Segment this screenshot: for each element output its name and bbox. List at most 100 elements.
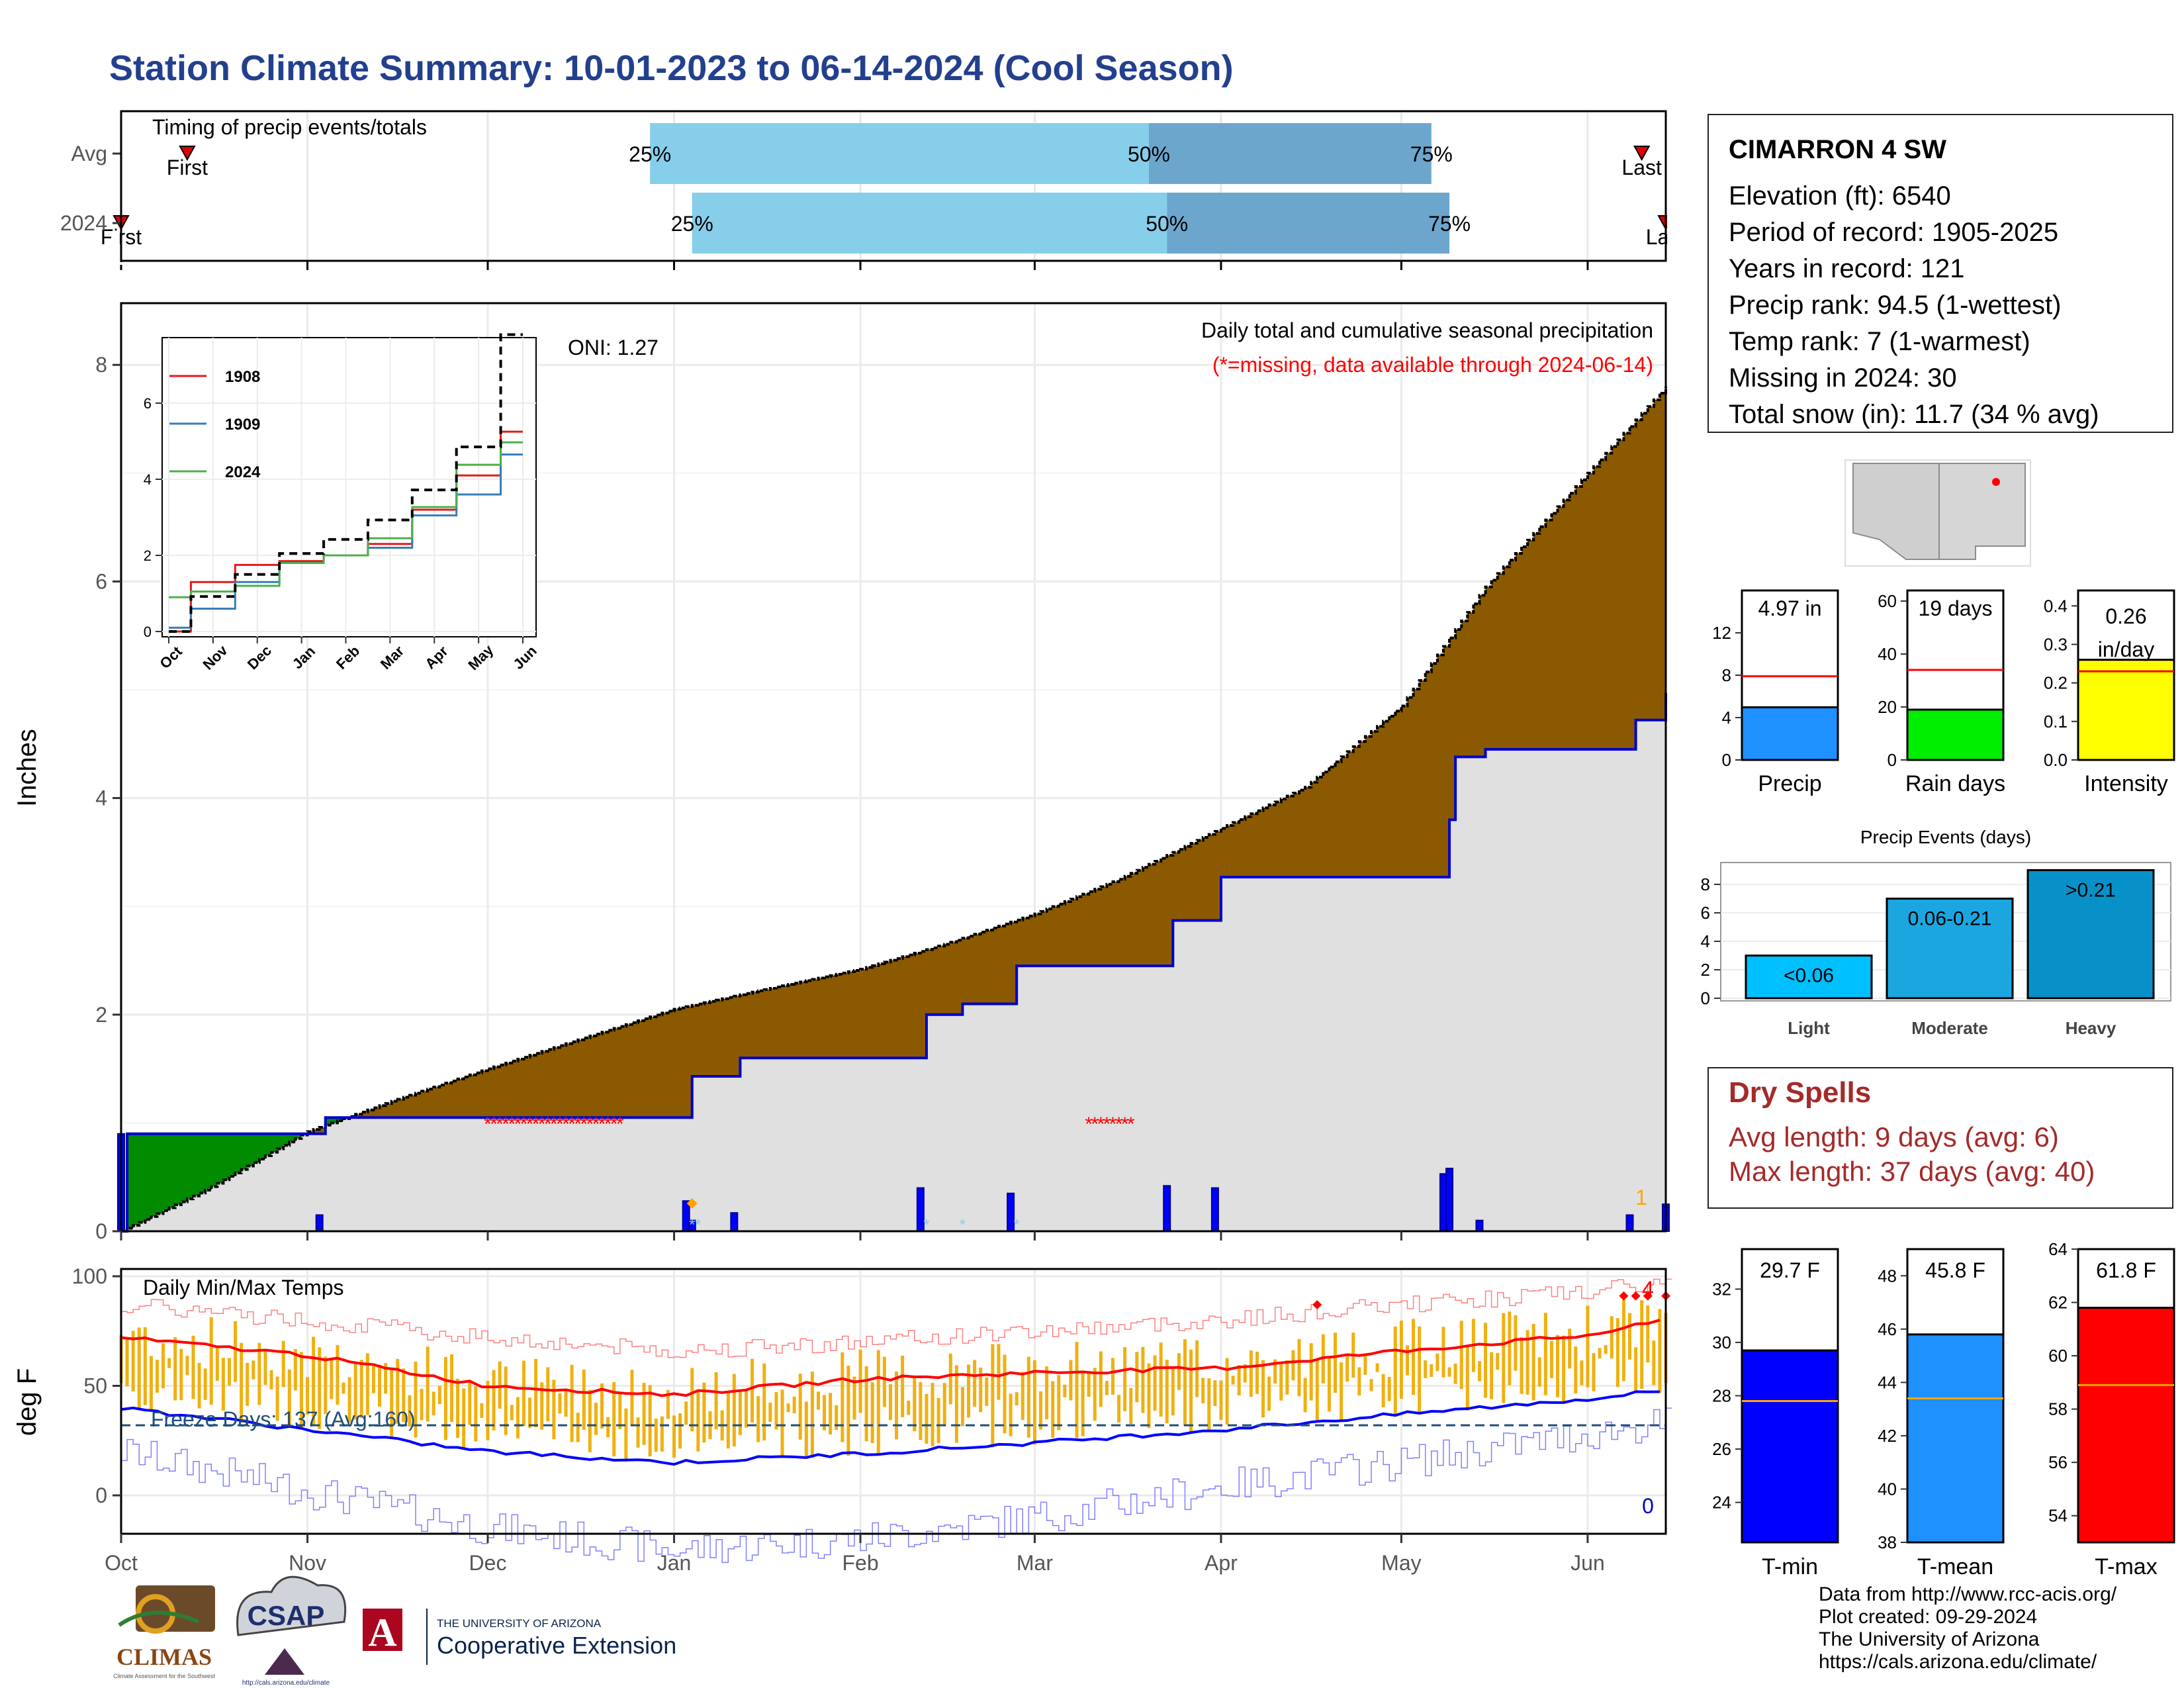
missing-marker: * (538, 1113, 546, 1135)
daily-temp-bar (660, 1416, 664, 1452)
missing-marker: * (1085, 1113, 1093, 1135)
station-period: Period of record: 1905-2025 (1729, 218, 2059, 247)
timing-pct-label: 75% (1410, 142, 1453, 166)
month-axis: Oct Nov Dec Jan Feb Mar Apr May Jun (105, 1231, 1605, 1575)
footer-line: Plot created: 09-29-2024 (1819, 1606, 2038, 1628)
timing-mask (111, 232, 120, 258)
temp-bar-ytick-label: 44 (1878, 1372, 1897, 1392)
daily-temp-bar (624, 1408, 628, 1462)
station-temp-rank: Temp rank: 7 (1-warmest) (1729, 327, 2030, 356)
daily-temp-bar (654, 1419, 658, 1452)
inset-ytick-label: 6 (144, 395, 152, 412)
missing-marker: * (586, 1113, 594, 1135)
csap-logo-text: CSAP (248, 1600, 325, 1631)
daily-temp-bar (919, 1382, 923, 1440)
daily-temp-bar (347, 1377, 351, 1423)
freeze-count-label: 0 (1642, 1494, 1654, 1518)
daily-temp-bar (1465, 1347, 1469, 1411)
missing-marker: * (574, 1113, 582, 1135)
daily-temp-bar (588, 1389, 592, 1452)
daily-precip-bar (1475, 1219, 1484, 1233)
daily-precip-bar (1163, 1185, 1171, 1232)
daily-temp-bar (714, 1372, 718, 1430)
missing-marker: * (1103, 1113, 1111, 1135)
daily-temp-bar (215, 1347, 219, 1381)
temp-bar-ytick-label: 40 (1878, 1479, 1897, 1499)
temp-ytick-label: 0 (95, 1483, 107, 1507)
daily-temp-bar (1165, 1360, 1169, 1424)
missing-marker: * (1121, 1113, 1129, 1135)
summary-bar-ytick-label: 0 (1888, 750, 1897, 770)
summary-bar-value-label: 19 days (1918, 596, 1992, 620)
events-category-label: Heavy (2066, 1018, 2116, 1038)
daily-temp-bar (888, 1383, 892, 1421)
temp-panel: 0 50 100 deg F Daily Min/Max Temps Freeze Day… (13, 1264, 1672, 1564)
daily-temp-bar (1213, 1380, 1217, 1407)
daily-temp-bar (1549, 1340, 1553, 1378)
snow-marker: * (1014, 1216, 1020, 1234)
daily-temp-bar (257, 1342, 261, 1405)
daily-temp-bar (798, 1374, 802, 1440)
daily-temp-bar (1418, 1326, 1422, 1414)
timing-mask (1667, 111, 1694, 262)
missing-marker: * (610, 1113, 618, 1135)
daily-temp-bar (1243, 1364, 1247, 1383)
temp-ytick-label: 100 (72, 1264, 107, 1288)
daily-temp-bar (287, 1369, 291, 1429)
daily-temp-bar (540, 1382, 544, 1430)
precip-ytick-label: 8 (95, 353, 107, 377)
summary-bar-rain-days (1906, 708, 2005, 761)
daily-temp-bar (516, 1397, 520, 1439)
daily-temp-bar (907, 1400, 911, 1415)
daily-temp-bar (582, 1369, 586, 1430)
daily-temp-bar (528, 1397, 532, 1429)
daily-temp-bar (1261, 1360, 1265, 1418)
daily-temp-bar (312, 1336, 316, 1427)
daily-temp-bar (240, 1342, 244, 1423)
daily-temp-bar (161, 1343, 165, 1389)
daily-temp-bar (1345, 1354, 1349, 1382)
daily-temp-bar (852, 1376, 856, 1420)
timing-pct-label: 50% (1128, 142, 1170, 166)
daily-precip-bar (730, 1212, 739, 1232)
events-ytick-label: 4 (1701, 931, 1710, 951)
daily-temp-bar (600, 1383, 604, 1429)
daily-temp-bar (384, 1363, 388, 1394)
inset-ytick-label: 0 (144, 624, 152, 640)
climas-logo-block (136, 1585, 215, 1632)
daily-temp-bar (1099, 1351, 1103, 1407)
daily-temp-bar (336, 1344, 340, 1405)
daily-temp-bar (498, 1361, 502, 1409)
temp-bar-ytick-label: 62 (2048, 1293, 2068, 1313)
summary-bar-ytick-label: 60 (1878, 591, 1897, 611)
daily-temp-bar (648, 1385, 652, 1457)
daily-temp-bar (1063, 1384, 1067, 1397)
timing-bar-q2 (650, 123, 1149, 184)
snow-marker: * (923, 1216, 929, 1234)
daily-temp-bar (1032, 1360, 1036, 1445)
timing-row-label: Avg (71, 142, 107, 165)
daily-temp-bar (359, 1360, 363, 1419)
missing-marker: * (556, 1113, 564, 1135)
daily-temp-bar (913, 1376, 917, 1432)
daily-temp-bar (967, 1364, 971, 1418)
daily-temp-bar (1598, 1348, 1602, 1359)
daily-temp-bar (870, 1382, 874, 1444)
daily-temp-bar (1069, 1360, 1073, 1401)
daily-temp-bar (1615, 1318, 1619, 1387)
daily-temp-bar (1291, 1350, 1295, 1381)
daily-temp-bar (131, 1331, 135, 1392)
missing-marker: * (1109, 1113, 1117, 1135)
missing-marker: * (496, 1113, 504, 1135)
daily-temp-bar (443, 1356, 447, 1440)
temp-panel-title: Daily Min/Max Temps (143, 1276, 343, 1299)
daily-temp-bar (1225, 1358, 1229, 1425)
station-missing: Missing in 2024: 30 (1729, 363, 1957, 393)
daily-temp-bar (738, 1389, 742, 1435)
missing-marker: * (514, 1113, 522, 1135)
precip-ytick-label: 6 (95, 569, 107, 593)
station-years: Years in record: 121 (1729, 254, 1965, 283)
daily-temp-bar (1543, 1313, 1547, 1395)
month-label: Jan (657, 1551, 692, 1575)
